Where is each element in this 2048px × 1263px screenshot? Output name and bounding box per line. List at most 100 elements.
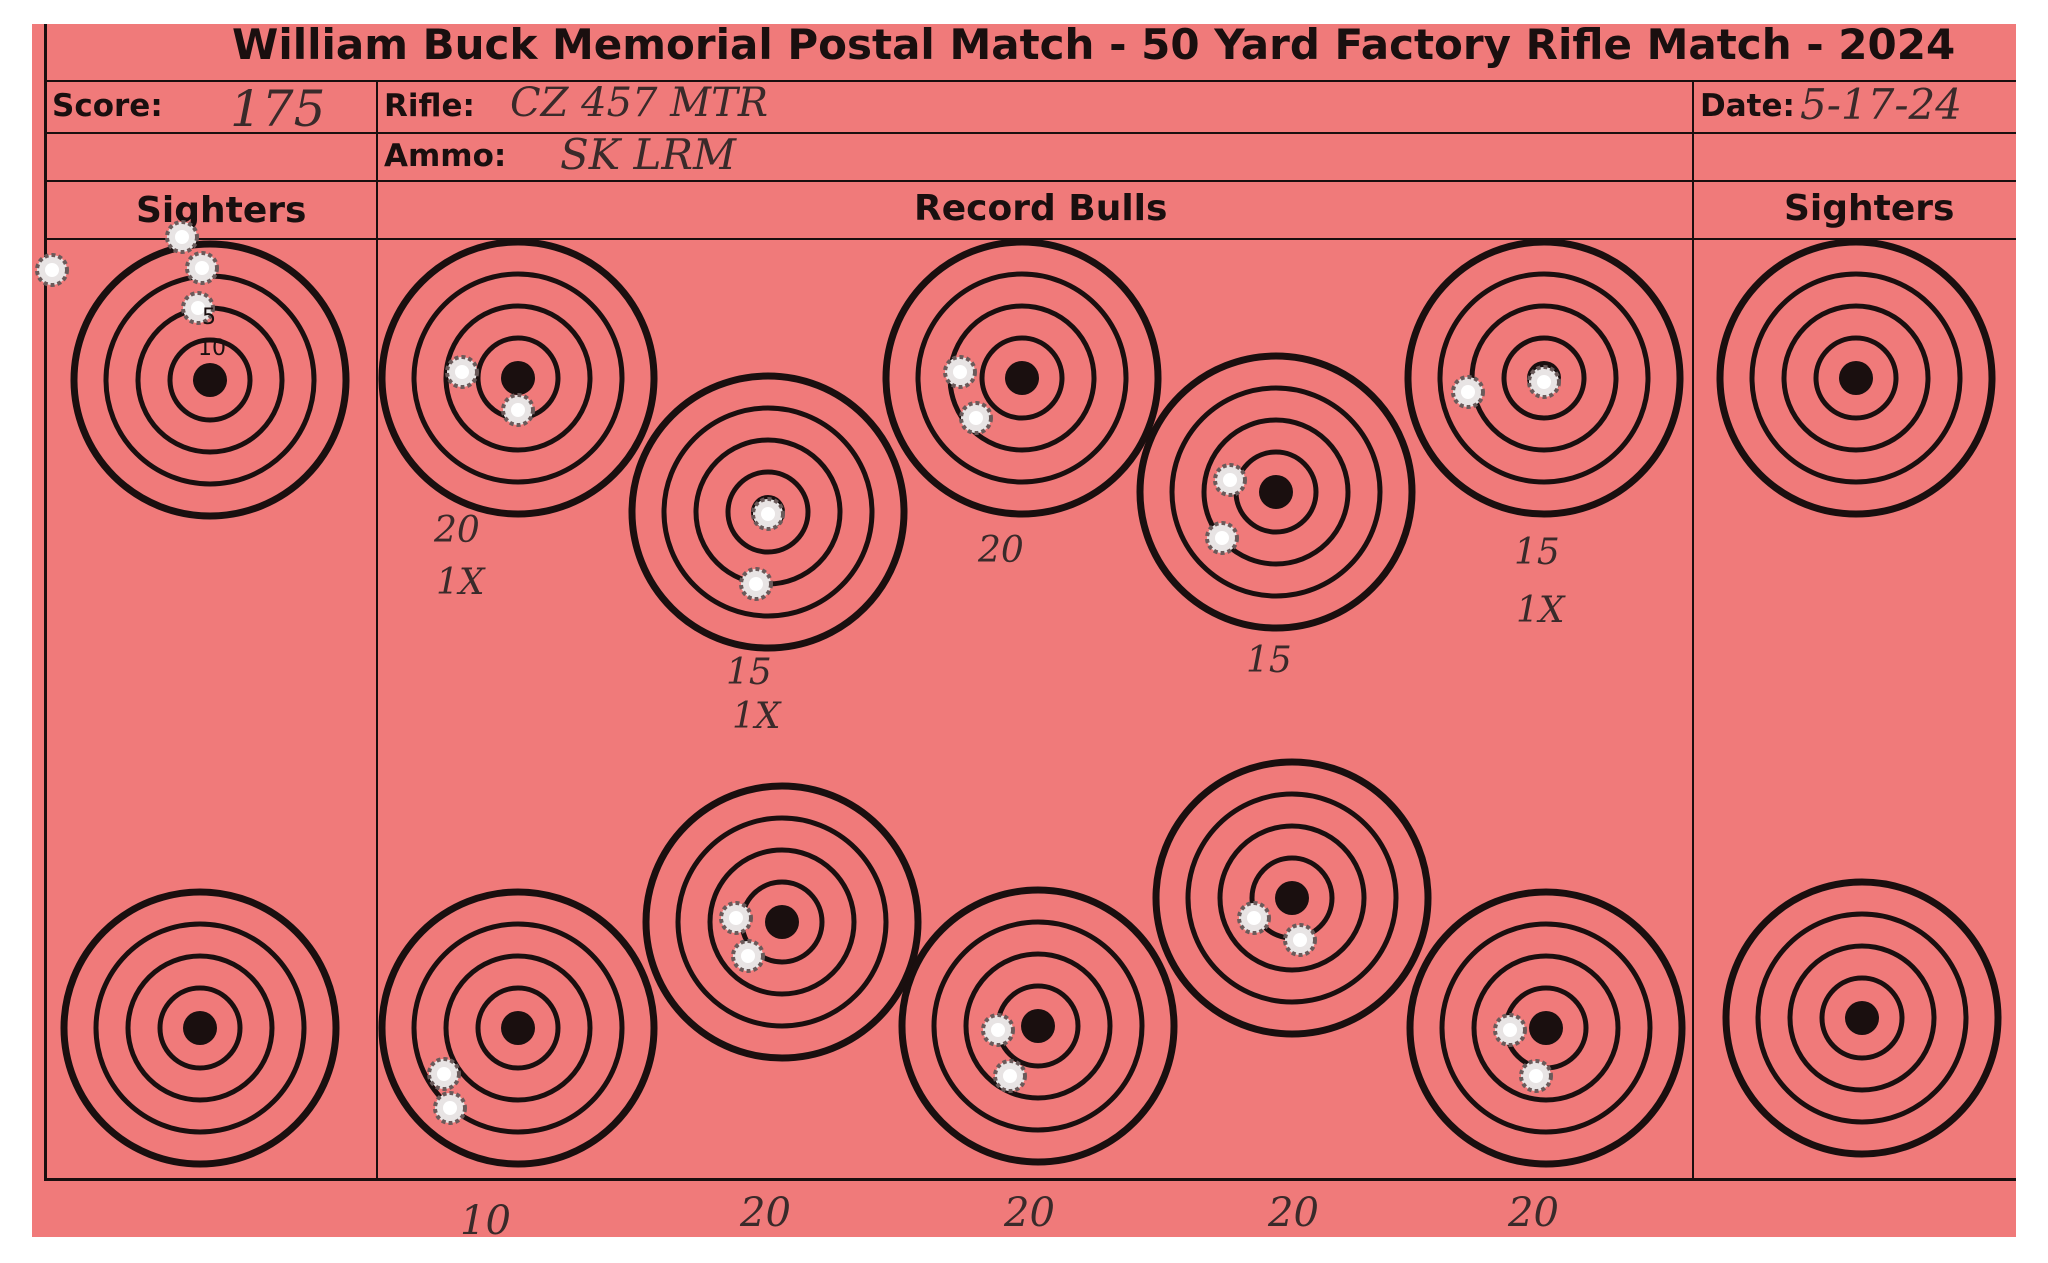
bullet-hole <box>719 901 753 935</box>
target-ring <box>1787 943 1937 1093</box>
bullet-hole <box>181 291 215 325</box>
bullet-hole <box>501 393 535 427</box>
target-ring <box>1501 335 1587 421</box>
sighter-left-bottom <box>60 888 340 1168</box>
score-bottom-1: 10 <box>460 1198 511 1244</box>
record-bull-bottom-3 <box>898 886 1178 1166</box>
ring-label-5: 5 <box>202 305 216 330</box>
bullet-hole <box>165 220 199 254</box>
score-value: 175 <box>230 80 326 138</box>
bullseye-dot <box>765 905 799 939</box>
bullseye-dot <box>1005 361 1039 395</box>
target-ring <box>475 985 561 1071</box>
record-bulls-heading: Record Bulls <box>914 188 1168 229</box>
target-ring <box>1781 303 1931 453</box>
bullseye-dot <box>1529 1011 1563 1045</box>
target-ring <box>1819 975 1905 1061</box>
target-ring <box>1201 417 1351 567</box>
bullet-hole <box>1527 365 1561 399</box>
target-ring <box>642 782 922 1062</box>
sighter-left-top <box>70 240 350 520</box>
score-top-3: 20 <box>978 530 1024 571</box>
bullseye-dot <box>183 1011 217 1045</box>
sighters-right-heading: Sighters <box>1784 188 1955 229</box>
ring-label-10: 10 <box>198 336 226 361</box>
bullet-hole <box>1237 901 1271 935</box>
target-ring <box>70 240 350 520</box>
bullet-hole <box>993 1059 1027 1093</box>
bullet-hole <box>731 939 765 973</box>
bullet-hole <box>739 567 773 601</box>
bullseye-dot <box>1259 475 1293 509</box>
rule-bottom <box>44 1178 2016 1181</box>
date-label: Date: <box>1700 88 1795 124</box>
target-ring <box>1404 238 1684 518</box>
match-title: William Buck Memorial Postal Match - 50 … <box>232 20 1956 69</box>
score-label: Score: <box>52 88 163 124</box>
target-ring <box>1217 823 1367 973</box>
target-ring <box>157 985 243 1071</box>
score-bottom-3: 20 <box>1004 1190 1055 1236</box>
target-ring <box>1749 271 1963 485</box>
sighter-right-top <box>1716 238 1996 518</box>
score-top-5: 15 <box>1514 532 1560 573</box>
target-ring <box>979 335 1065 421</box>
ammo-label: Ammo: <box>384 138 507 174</box>
score-bottom-5: 20 <box>1508 1190 1559 1236</box>
record-bull-bottom-2 <box>642 782 922 1062</box>
target-ring <box>931 919 1145 1133</box>
target-ring <box>1437 271 1651 485</box>
target-ring <box>1813 335 1899 421</box>
rule-header <box>44 80 2016 82</box>
bullet-hole <box>35 253 69 287</box>
target-ring <box>1136 352 1416 632</box>
rule-ammo <box>44 180 2016 182</box>
target-ring <box>1471 953 1621 1103</box>
target-ring <box>707 847 857 997</box>
date-value: 5-17-24 <box>1800 80 1962 129</box>
divider-right <box>1692 80 1694 1180</box>
x-count-top-1: 1X <box>436 562 485 603</box>
target-ring <box>1722 878 2002 1158</box>
bullseye-dot <box>1839 361 1873 395</box>
bullet-hole <box>1451 375 1485 409</box>
target-ring <box>1406 888 1686 1168</box>
bullet-hole <box>1283 923 1317 957</box>
bullet-hole <box>981 1013 1015 1047</box>
target-ring <box>963 951 1113 1101</box>
bullet-hole <box>751 497 785 531</box>
ammo-value: SK LRM <box>560 130 737 179</box>
score-top-4: 15 <box>1246 640 1292 681</box>
target-ring <box>1152 758 1432 1038</box>
target-ring <box>628 372 908 652</box>
target-ring <box>725 469 811 555</box>
target-ring <box>443 953 593 1103</box>
score-top-2: 15 <box>726 652 772 693</box>
target-ring <box>882 238 1162 518</box>
x-count-top-5: 1X <box>1516 590 1565 631</box>
target-ring <box>1439 921 1653 1135</box>
record-bull-top-4 <box>1136 352 1416 632</box>
record-bull-top-3 <box>882 238 1162 518</box>
target-ring <box>125 953 275 1103</box>
bullseye-dot <box>1275 881 1309 915</box>
rule-rifle <box>44 132 2016 134</box>
bullet-hole <box>427 1057 461 1091</box>
bullet-hole <box>433 1091 467 1125</box>
bullseye-dot <box>193 363 227 397</box>
target-ring <box>1169 385 1383 599</box>
record-bull-bottom-1 <box>378 888 658 1168</box>
bullet-hole <box>445 355 479 389</box>
target-ring <box>1185 791 1399 1005</box>
bullseye-dot <box>1021 1009 1055 1043</box>
target-ring <box>167 337 253 423</box>
bullseye-dot <box>501 1011 535 1045</box>
target-ring <box>1716 238 1996 518</box>
target-ring <box>675 815 889 1029</box>
target-ring <box>378 238 658 518</box>
bullet-hole <box>943 355 977 389</box>
rifle-value: CZ 457 MTR <box>510 80 768 126</box>
score-bottom-2: 20 <box>740 1190 791 1236</box>
target-ring <box>661 405 875 619</box>
